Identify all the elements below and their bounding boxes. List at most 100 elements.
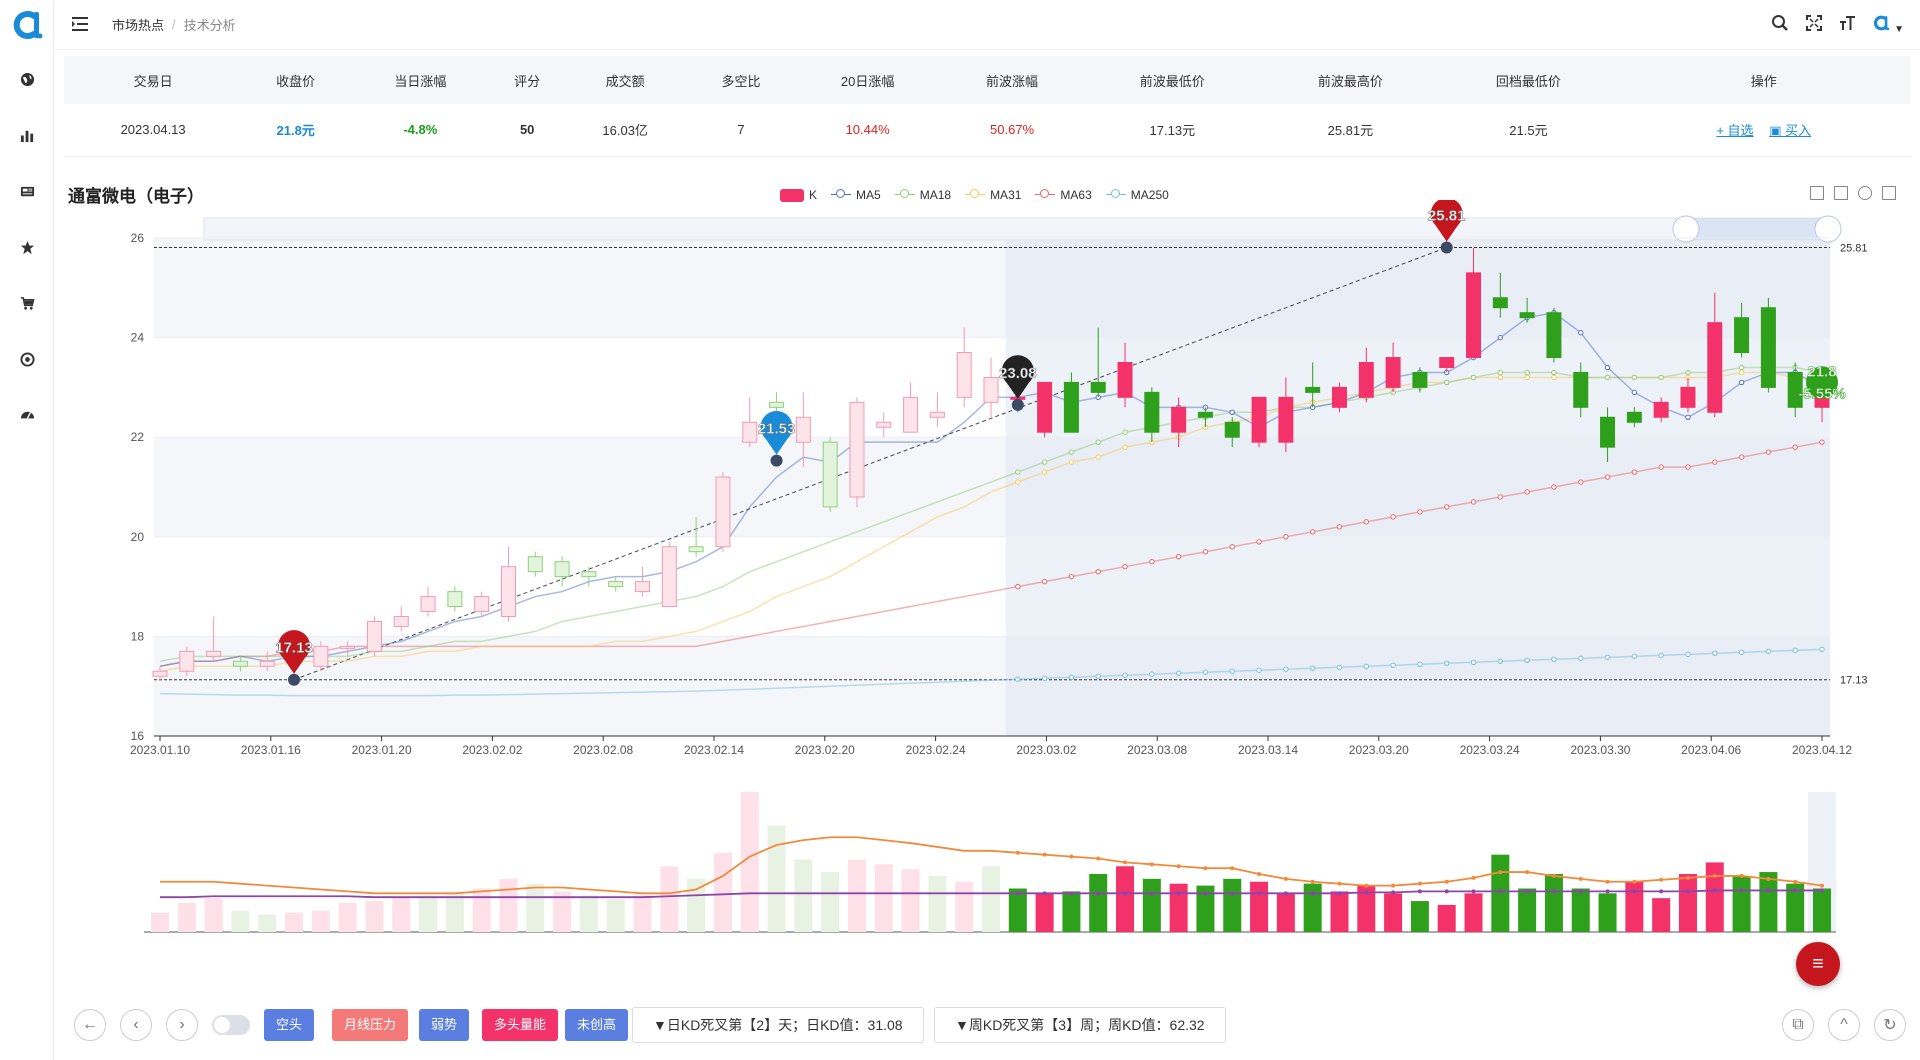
header-pullback-low: 回档最低价 [1439, 56, 1618, 104]
ma63-line-point [1658, 464, 1664, 470]
add-watchlist-link[interactable]: + 自选 [1716, 123, 1754, 139]
candle [152, 670, 168, 677]
pin-shape [1430, 200, 1463, 242]
price-pin[interactable]: 17.13 [275, 630, 313, 674]
volume-bar [1223, 878, 1242, 932]
legend-item-ma18[interactable]: MA18 [894, 186, 952, 204]
toggle-switch[interactable] [212, 1015, 250, 1035]
volume-bar [472, 888, 491, 932]
volume-ma-long-line-point [1176, 891, 1181, 896]
tag-bull-volume[interactable]: 多头量能 [482, 1009, 559, 1041]
news-icon[interactable] [14, 178, 40, 204]
tag-weak[interactable]: 弱势 [419, 1009, 470, 1041]
ma250-line-point [1175, 670, 1182, 676]
volume-bar [713, 852, 732, 932]
target-icon[interactable] [14, 346, 40, 372]
breadcrumb-home[interactable]: 市场热点 [112, 18, 165, 33]
buy-link[interactable]: ▣ 买入 [1769, 123, 1811, 138]
candle [1492, 297, 1508, 309]
ma5-line-point [1229, 409, 1235, 416]
price-pin[interactable]: 23.08 [999, 355, 1037, 399]
back-icon[interactable]: ← [74, 1009, 106, 1041]
volume-ma-long-line-point [1739, 888, 1744, 893]
ma63-line-point [1712, 459, 1718, 465]
tag-no-new-high[interactable]: 未创高 [565, 1009, 629, 1041]
ma63-line-point [1015, 583, 1021, 590]
legend-label: MA18 [919, 188, 952, 202]
avatar[interactable] [1872, 14, 1890, 32]
ma250-line-point [1524, 657, 1530, 664]
legend-item-k[interactable]: K [780, 188, 817, 202]
legend-marker [965, 189, 986, 204]
star-icon[interactable] [14, 234, 40, 260]
tag-monthly-pressure[interactable]: 月线压力 [332, 1009, 409, 1041]
search-icon[interactable] [1770, 13, 1790, 33]
weekly-kd-status[interactable]: ▼周KD死叉第【3】周；周KD值：62.32 [934, 1007, 1226, 1043]
refresh-icon[interactable]: ↻ [1874, 1009, 1906, 1041]
daily-kd-status[interactable]: ▼日KD死叉第【2】天；日KD值：31.08 [632, 1007, 924, 1043]
price-pin[interactable]: 25.81 [1428, 200, 1466, 242]
volume-bar [553, 891, 572, 932]
tag-bearish[interactable]: 空头 [264, 1009, 315, 1041]
candle [554, 561, 570, 578]
legend-item-ma63[interactable]: MA63 [1035, 186, 1092, 204]
volume-ma-long-line-point [1149, 891, 1154, 896]
candle [1760, 307, 1776, 388]
ma31-line-point [1068, 459, 1075, 465]
breadcrumb-separator: / [172, 17, 176, 32]
chart-legend: K MA5 MA18 MA31 MA63 MA250 [780, 186, 1169, 204]
volume-bar [1732, 875, 1751, 932]
x-tick-label: 2023.01.10 [130, 743, 190, 757]
volume-ma-short-line-point [1257, 872, 1262, 876]
save-image-icon[interactable] [1882, 186, 1896, 200]
restore-icon[interactable] [1858, 186, 1872, 200]
chevron-down-icon[interactable]: ▼ [1894, 24, 1904, 35]
dashboard-icon[interactable] [14, 402, 40, 428]
volume-ma-long-line-point [1685, 889, 1690, 894]
ma63-line-point [1578, 479, 1584, 485]
scroll-top-icon[interactable]: ^ [1828, 1009, 1860, 1041]
ma63-line-point [1631, 469, 1638, 475]
volume-ma-long-line-point [1015, 891, 1020, 896]
candle [1358, 362, 1374, 398]
fullscreen-icon[interactable] [1804, 13, 1824, 33]
prev-icon[interactable]: ‹ [120, 1009, 152, 1041]
candle [1171, 406, 1187, 433]
font-size-icon[interactable] [1838, 13, 1858, 33]
x-tick-label: 2023.03.02 [1016, 743, 1076, 757]
volume-bar [1759, 872, 1778, 932]
bar-chart-icon[interactable] [14, 122, 40, 148]
volume-bar [1678, 874, 1697, 932]
zoom-select-icon[interactable] [1810, 186, 1824, 200]
volume-bar [794, 859, 813, 932]
legend-item-ma31[interactable]: MA31 [965, 186, 1021, 204]
price-level-label: 17.13 [1840, 675, 1868, 687]
ma250-line-point [1149, 671, 1155, 677]
copy-icon[interactable]: ⧉ [1782, 1009, 1814, 1041]
ma31-line-point [1015, 479, 1021, 485]
globe-icon[interactable] [14, 66, 40, 92]
next-icon[interactable]: › [166, 1009, 198, 1041]
volume-ma-short-line-point [1283, 876, 1288, 881]
ma250-line [159, 648, 1823, 697]
y-tick-label: 26 [131, 231, 145, 245]
pin-label: 17.13 [275, 640, 313, 657]
volume-ma-long-line-point [1310, 891, 1315, 896]
legend-item-ma250[interactable]: MA250 [1105, 186, 1169, 204]
volume-ma-short-line-point [1015, 850, 1020, 855]
x-tick-label: 2023.03.20 [1349, 743, 1409, 757]
kline-chart[interactable]: 16 18 20 22 24 26 2023.01.10 2023.01.16 2023.01.… [54, 200, 1920, 940]
menu-fab[interactable]: ≡ [1796, 942, 1840, 986]
candle [1117, 362, 1133, 398]
candle [1573, 371, 1589, 408]
menu-toggle-icon[interactable] [70, 14, 90, 34]
volume-ma-short-line-point [1820, 883, 1824, 888]
legend-item-ma5[interactable]: MA5 [831, 186, 881, 204]
volume-ma-short-line-point [1042, 852, 1047, 857]
volume-ma-short-line-point [1149, 862, 1154, 867]
app-logo[interactable] [10, 8, 44, 42]
zoom-back-icon[interactable] [1834, 186, 1848, 200]
cart-icon[interactable] [14, 290, 40, 316]
price-pin[interactable]: 21.53 [758, 410, 796, 455]
header-prev-high: 前波最高价 [1261, 56, 1440, 104]
